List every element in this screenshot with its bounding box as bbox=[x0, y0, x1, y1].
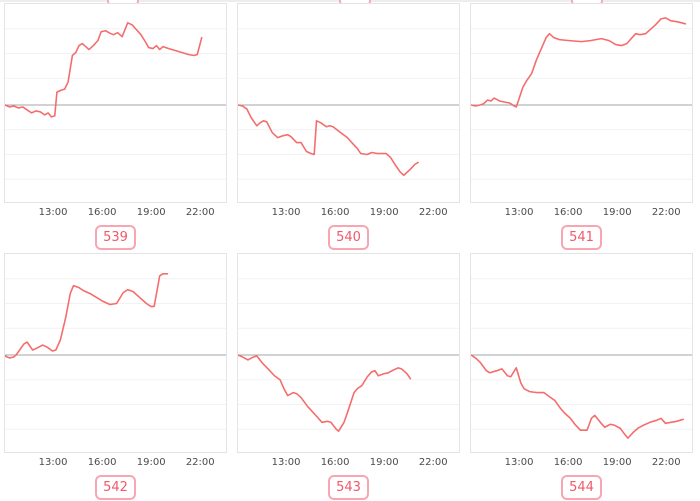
x-tick-label: 13:00 bbox=[38, 207, 68, 218]
series-line bbox=[471, 354, 684, 439]
x-tick-label: 13:00 bbox=[38, 457, 68, 468]
x-tick-label: 13:00 bbox=[504, 207, 534, 218]
x-tick-label: 16:00 bbox=[320, 207, 350, 218]
chart-id-badge[interactable]: 540 bbox=[328, 225, 369, 250]
chart-cell-539: 13:00 16:00 19:00 22:00 539 bbox=[4, 3, 227, 250]
series-line bbox=[5, 22, 203, 118]
chart-canvas bbox=[238, 28, 459, 180]
badge-row: 544 bbox=[470, 475, 693, 500]
line-chart-539 bbox=[4, 3, 227, 203]
series-line bbox=[238, 354, 412, 433]
chart-cell-541: 13:00 16:00 19:00 22:00 541 bbox=[470, 3, 693, 250]
chart-canvas bbox=[471, 17, 692, 180]
chart-canvas bbox=[471, 278, 692, 439]
chart-id-badge[interactable]: 541 bbox=[561, 225, 602, 250]
x-tick-label: 16:00 bbox=[553, 457, 583, 468]
x-tick-label: 13:00 bbox=[271, 207, 301, 218]
x-axis: 13:00 16:00 19:00 22:00 bbox=[237, 203, 460, 222]
chart-canvas bbox=[5, 273, 226, 430]
series-line bbox=[5, 273, 169, 359]
badge-row: 543 bbox=[237, 475, 460, 500]
series-line bbox=[238, 104, 419, 177]
x-tick-label: 22:00 bbox=[185, 207, 215, 218]
line-chart-543 bbox=[237, 253, 460, 453]
x-axis: 13:00 16:00 19:00 22:00 bbox=[4, 453, 227, 472]
x-tick-label: 22:00 bbox=[651, 457, 681, 468]
x-tick-label: 16:00 bbox=[87, 207, 117, 218]
chart-canvas bbox=[238, 278, 459, 433]
x-tick-label: 13:00 bbox=[271, 457, 301, 468]
line-chart-540 bbox=[237, 3, 460, 203]
line-chart-542 bbox=[4, 253, 227, 453]
chart-id-badge[interactable]: 544 bbox=[561, 475, 602, 500]
x-tick-label: 19:00 bbox=[602, 207, 632, 218]
chart-id-badge[interactable]: 543 bbox=[328, 475, 369, 500]
x-tick-label: 16:00 bbox=[553, 207, 583, 218]
x-tick-label: 22:00 bbox=[418, 207, 448, 218]
chart-canvas bbox=[5, 22, 226, 180]
x-tick-label: 22:00 bbox=[651, 207, 681, 218]
series-line bbox=[471, 17, 687, 108]
chart-cell-540: 13:00 16:00 19:00 22:00 540 bbox=[237, 3, 460, 250]
chart-id-badge[interactable]: 542 bbox=[95, 475, 136, 500]
x-tick-label: 19:00 bbox=[369, 207, 399, 218]
chart-id-badge[interactable]: 539 bbox=[95, 225, 136, 250]
x-tick-label: 22:00 bbox=[185, 457, 215, 468]
x-tick-label: 19:00 bbox=[136, 457, 166, 468]
x-tick-label: 16:00 bbox=[87, 457, 117, 468]
line-chart-541 bbox=[470, 3, 693, 203]
badge-row: 539 bbox=[4, 225, 227, 250]
line-chart-544 bbox=[470, 253, 693, 453]
x-tick-label: 13:00 bbox=[504, 457, 534, 468]
x-tick-label: 19:00 bbox=[602, 457, 632, 468]
x-tick-label: 16:00 bbox=[320, 457, 350, 468]
x-axis: 13:00 16:00 19:00 22:00 bbox=[470, 453, 693, 472]
chart-cell-542: 13:00 16:00 19:00 22:00 542 bbox=[4, 253, 227, 500]
badge-row: 542 bbox=[4, 475, 227, 500]
x-axis: 13:00 16:00 19:00 22:00 bbox=[4, 203, 227, 222]
x-tick-label: 22:00 bbox=[418, 457, 448, 468]
x-tick-label: 19:00 bbox=[136, 207, 166, 218]
chart-cell-544: 13:00 16:00 19:00 22:00 544 bbox=[470, 253, 693, 500]
x-axis: 13:00 16:00 19:00 22:00 bbox=[470, 203, 693, 222]
badge-row: 540 bbox=[237, 225, 460, 250]
badge-row: 541 bbox=[470, 225, 693, 250]
x-tick-label: 19:00 bbox=[369, 457, 399, 468]
x-axis: 13:00 16:00 19:00 22:00 bbox=[237, 453, 460, 472]
chart-cell-543: 13:00 16:00 19:00 22:00 543 bbox=[237, 253, 460, 500]
